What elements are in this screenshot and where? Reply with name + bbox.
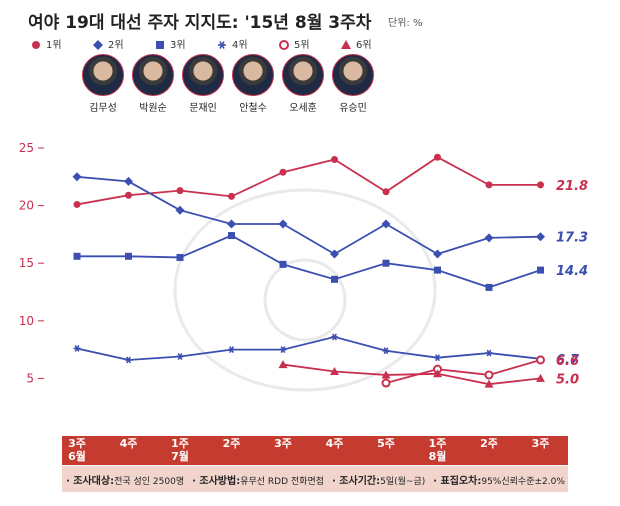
- data-point: [228, 347, 235, 353]
- data-point: [382, 220, 391, 229]
- data-point: [228, 232, 235, 239]
- data-point: [330, 249, 339, 258]
- data-point: [486, 350, 493, 356]
- data-point: [74, 253, 81, 260]
- x-tick-label: 2주: [469, 437, 509, 450]
- x-tick-label: 4주: [315, 437, 355, 450]
- end-value-label: 21.8: [556, 179, 588, 194]
- series-line: [283, 365, 541, 385]
- data-point: [485, 233, 494, 242]
- x-tick-label: 2주: [212, 437, 252, 450]
- x-tick-label: 3주 6월: [57, 437, 97, 463]
- y-tick-label: 10: [19, 314, 34, 328]
- y-tick-label: 15: [19, 256, 34, 270]
- data-point: [177, 187, 184, 194]
- data-point: [125, 253, 132, 260]
- data-point: [73, 172, 82, 181]
- end-value-label: 14.4: [556, 264, 588, 279]
- data-point: [279, 220, 288, 229]
- x-tick-label: 1주 8월: [418, 437, 458, 463]
- series-line: [77, 177, 541, 254]
- data-point: [177, 254, 184, 261]
- data-point: [125, 192, 132, 199]
- footer-item: · 조사기간:5일(월~금): [332, 472, 425, 487]
- data-point: [486, 181, 493, 188]
- x-tick-label: 1주 7월: [160, 437, 200, 463]
- series-line: [77, 157, 541, 204]
- data-point: [486, 371, 493, 378]
- data-point: [434, 355, 441, 361]
- data-point: [433, 249, 442, 258]
- data-point: [331, 276, 338, 283]
- data-point: [537, 267, 544, 274]
- data-point: [176, 206, 185, 215]
- survey-footer: · 조사대상:전국 성인 2500명 · 조사방법:유무선 RDD 전화면접 · 조…: [62, 466, 568, 492]
- data-point: [383, 380, 390, 387]
- data-point: [228, 193, 235, 200]
- data-point: [536, 232, 545, 241]
- y-tick-label: 5: [26, 371, 34, 385]
- data-point: [125, 357, 132, 363]
- x-tick-label: 3주: [521, 437, 561, 450]
- data-point: [280, 261, 287, 268]
- data-point: [279, 360, 288, 368]
- x-tick-label: 4주: [109, 437, 149, 450]
- data-point: [280, 347, 287, 353]
- data-point: [227, 220, 236, 229]
- footer-item: · 조사대상:전국 성인 2500명: [66, 472, 184, 487]
- data-point: [486, 284, 493, 291]
- y-tick-label: 20: [19, 199, 34, 213]
- data-point: [124, 177, 133, 186]
- data-point: [331, 334, 338, 340]
- data-point: [537, 356, 544, 363]
- x-tick-label: 5주: [366, 437, 406, 450]
- series-6위: 5.0: [279, 360, 580, 388]
- data-point: [331, 156, 338, 163]
- data-point: [434, 154, 441, 161]
- data-point: [434, 267, 441, 274]
- series-4위: 6.7: [74, 334, 580, 368]
- footer-item: · 조사방법:유무선 RDD 전화면접: [192, 472, 324, 487]
- data-point: [383, 348, 390, 354]
- data-point: [177, 353, 184, 359]
- end-value-label: 5.0: [556, 372, 579, 387]
- end-value-label: 6.6: [556, 354, 579, 369]
- y-tick-label: 25: [19, 141, 34, 155]
- series-3위: 14.4: [74, 232, 589, 291]
- data-point: [74, 201, 81, 208]
- data-point: [74, 345, 81, 351]
- data-point: [383, 188, 390, 195]
- footer-item: · 표집오차:95%신뢰수준±2.0%: [433, 472, 565, 487]
- data-point: [537, 181, 544, 188]
- end-value-label: 17.3: [556, 231, 588, 246]
- series-1위: 21.8: [74, 154, 589, 208]
- x-tick-label: 3주: [263, 437, 303, 450]
- data-point: [280, 169, 287, 176]
- data-point: [383, 260, 390, 267]
